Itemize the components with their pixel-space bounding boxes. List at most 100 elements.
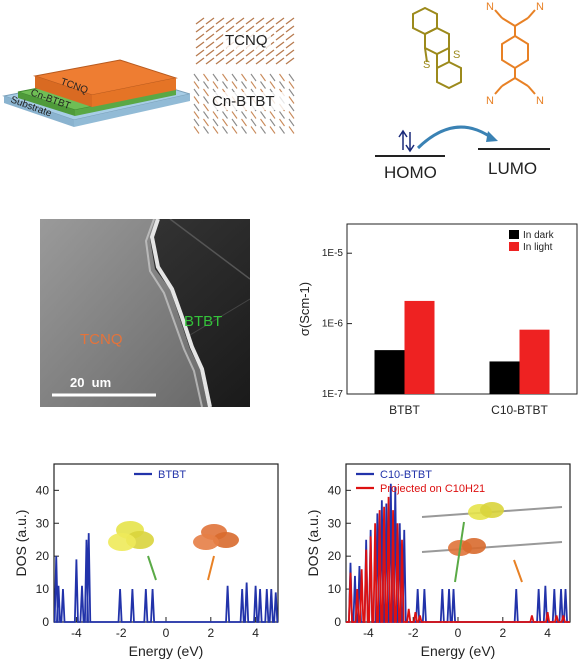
crystal-btbt-molecule — [250, 118, 257, 127]
crystal-btbt-molecule — [222, 126, 228, 134]
energy-level-diagram: HOMO LUMO — [375, 125, 550, 182]
transfer-arrow-icon — [416, 125, 493, 150]
lumo-pointer-line — [207, 555, 215, 581]
crystal-tcnq-molecule — [235, 57, 245, 65]
crystal-tcnq-molecule — [275, 33, 285, 41]
y-tick-label: 0 — [42, 615, 49, 629]
crystal-tcnq-molecule — [215, 49, 225, 57]
nitrogen-atom-1: N — [486, 1, 494, 13]
crystal-btbt-molecule — [231, 126, 238, 134]
crystal-tcnq-molecule — [285, 41, 295, 49]
crystal-tcnq-molecule — [265, 25, 275, 33]
crystal-btbt-molecule — [241, 81, 247, 89]
bar-dark — [374, 350, 405, 394]
tcnq-molecule-structure: N N N N — [486, 1, 544, 107]
crystal-tcnq-molecule — [225, 49, 235, 57]
legend-label: BTBT — [158, 469, 186, 481]
x-tick-label: 2 — [499, 626, 506, 640]
y-axis-label: σ(Scm-1) — [297, 282, 312, 336]
legend-swatch — [509, 230, 519, 239]
x-tick-label: -4 — [363, 626, 374, 640]
sem-label-btbt: BTBT — [184, 313, 223, 330]
x-axis-label: Energy (eV) — [129, 643, 204, 659]
crystal-tcnq-molecule — [245, 49, 255, 57]
bar-dark — [489, 361, 520, 394]
sem-label-tcnq: TCNQ — [80, 331, 123, 348]
crystal-tcnq-molecule — [215, 33, 225, 41]
crystal-label-cnbtbt: Cn-BTBT — [212, 93, 275, 110]
crystal-tcnq-molecule — [275, 17, 285, 25]
crystal-tcnq-molecule — [225, 25, 235, 33]
crystal-btbt-molecule — [269, 73, 276, 82]
sulfur-atom-1: S — [423, 59, 430, 71]
y-tick-label: 30 — [328, 516, 342, 530]
crystal-btbt-molecule — [203, 96, 209, 104]
crystal-tcnq-molecule — [195, 49, 205, 57]
x-tick-label: 0 — [455, 626, 462, 640]
x-tick-label: 0 — [163, 626, 170, 640]
lumo-orbital-lobe — [213, 532, 239, 548]
y-tick-label: 10 — [36, 582, 50, 596]
nitrogen-atom-3: N — [486, 95, 494, 107]
crystal-btbt-molecule — [241, 126, 247, 134]
crystal-btbt-molecule — [212, 111, 219, 119]
crystal-btbt-molecule — [203, 88, 209, 97]
homo-pointer-line — [147, 555, 157, 581]
crystal-btbt-molecule — [279, 126, 285, 134]
y-tick-label: 0 — [334, 615, 341, 629]
electron-up-arrow-icon — [398, 129, 408, 150]
crystal-tcnq-molecule — [235, 17, 245, 25]
homo-pointer-line — [454, 521, 465, 583]
crystal-tcnq-molecule — [205, 57, 215, 65]
crystal-btbt-molecule — [279, 118, 285, 127]
sem-texture — [40, 219, 250, 407]
crystal-btbt-molecule — [241, 73, 247, 82]
crystal-btbt-molecule — [203, 73, 209, 82]
crystal-btbt-molecule — [288, 118, 295, 127]
x-tick-label: -4 — [71, 626, 82, 640]
crystal-btbt-molecule — [193, 118, 200, 127]
crystal-tcnq-molecule — [235, 49, 245, 57]
bar-light — [519, 329, 550, 394]
crystal-tcnq-molecule — [205, 25, 215, 33]
crystal-tcnq-molecule — [245, 25, 255, 33]
crystal-btbt-molecule — [193, 88, 200, 97]
sem-image: TCNQ BTBT 20 um — [40, 219, 250, 407]
lumo-label: LUMO — [488, 159, 537, 178]
y-tick-label: 10 — [328, 582, 342, 596]
crystal-tcnq-molecule — [195, 57, 205, 65]
crystal-packing-diagram: TCNQ Cn-BTBT — [193, 17, 295, 134]
btbt-molecule-structure: S S — [412, 6, 462, 90]
crystal-tcnq-molecule — [285, 33, 295, 41]
crystal-btbt-molecule — [212, 126, 219, 134]
crystal-btbt-molecule — [193, 96, 200, 104]
crystal-btbt-molecule — [231, 73, 238, 82]
crystal-btbt-molecule — [250, 81, 257, 89]
crystal-btbt-molecule — [288, 96, 295, 104]
crystal-btbt-molecule — [231, 118, 238, 127]
crystal-tcnq-molecule — [205, 33, 215, 41]
crystal-btbt-molecule — [241, 118, 247, 127]
crystal-tcnq-molecule — [275, 57, 285, 65]
crystal-tcnq-molecule — [245, 57, 255, 65]
crystal-btbt-molecule — [288, 103, 295, 112]
crystal-tcnq-molecule — [255, 17, 265, 25]
crystal-btbt-molecule — [231, 111, 238, 119]
crystal-tcnq-molecule — [245, 17, 255, 25]
crystal-tcnq-molecule — [285, 25, 295, 33]
crystal-btbt-molecule — [288, 111, 295, 119]
crystal-tcnq-molecule — [265, 17, 275, 25]
x-category-label: BTBT — [389, 403, 420, 417]
crystal-tcnq-molecule — [205, 49, 215, 57]
crystal-tcnq-molecule — [275, 41, 285, 49]
legend-label: In light — [523, 242, 553, 253]
crystal-tcnq-molecule — [205, 41, 215, 49]
y-tick-label: 1E-6 — [322, 319, 344, 330]
crystal-btbt-molecule — [222, 118, 228, 127]
y-tick-label: 20 — [328, 549, 342, 563]
crystal-btbt-molecule — [260, 126, 266, 134]
homo-orbital-lobe — [480, 502, 504, 518]
dos-series-line-1 — [346, 496, 570, 623]
crystal-tcnq-molecule — [205, 17, 215, 25]
crystal-btbt-molecule — [269, 81, 276, 89]
